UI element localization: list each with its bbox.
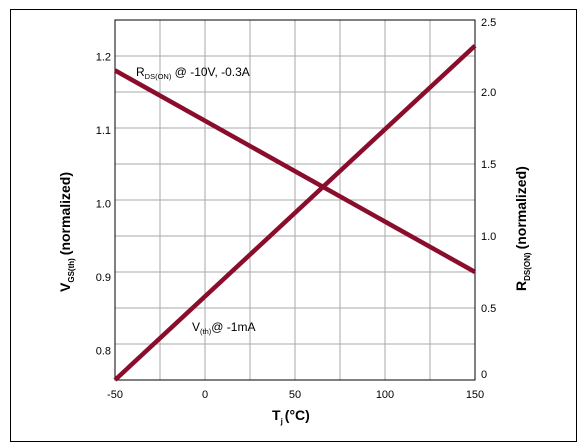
y-left-axis-title: VGS(th)(normalized) <box>57 172 76 292</box>
y-left-tick-label: 1.2 <box>96 52 111 64</box>
x-tick-label: 50 <box>289 389 301 401</box>
x-tick-label: 100 <box>376 389 394 401</box>
x-tick-label: 0 <box>202 389 208 401</box>
y-right-tick-label: 1.0 <box>481 231 496 243</box>
x-tick-labels: -50 0 50 100 150 <box>107 389 484 401</box>
y-left-tick-label: 0.8 <box>96 346 111 358</box>
series-line-vth <box>113 44 477 382</box>
x-tick-label: 150 <box>466 389 484 401</box>
y-left-tick-label: 0.9 <box>96 272 111 284</box>
y-right-axis-title: RDS(ON)(normalized) <box>513 166 532 291</box>
y-right-tick-label: 0 <box>481 369 487 381</box>
plot-border <box>114 19 476 381</box>
annotation-vth: V(th)@ -1mA <box>192 320 255 336</box>
annotation-rdson: RDS(ON) @ -10V, -0.3A <box>136 65 250 81</box>
x-axis-title: Tj (°C) <box>272 407 310 426</box>
y-right-tick-label: 0.5 <box>481 303 496 315</box>
x-tick-label: -50 <box>107 389 123 401</box>
series-lines <box>113 44 477 382</box>
y-right-tick-labels: 0 0.5 1.0 1.5 2.0 2.5 <box>481 17 496 381</box>
y-left-tick-label: 1.0 <box>96 199 111 211</box>
y-left-tick-labels: 0.8 0.9 1.0 1.1 1.2 <box>96 52 111 358</box>
y-right-tick-label: 2.0 <box>481 87 496 99</box>
y-left-tick-label: 1.1 <box>96 125 111 137</box>
series-line-rdson <box>113 68 477 274</box>
y-right-tick-label: 2.5 <box>481 17 496 29</box>
y-right-tick-label: 1.5 <box>481 159 496 171</box>
outer-border <box>10 9 577 442</box>
